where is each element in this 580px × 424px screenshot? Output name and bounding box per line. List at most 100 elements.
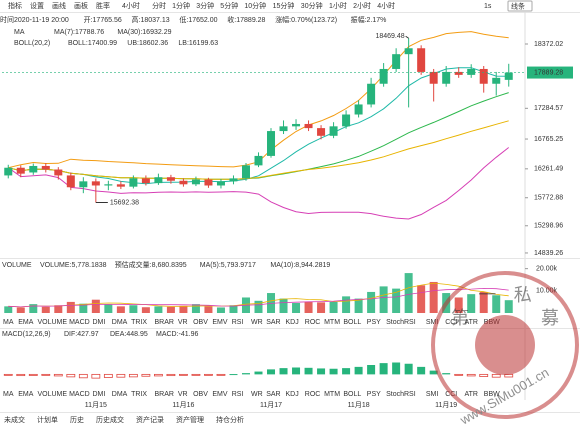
indicator-tab[interactable]: MA	[3, 319, 14, 326]
bottom-tab[interactable]: 未成交	[4, 415, 25, 424]
macd-bar	[216, 373, 226, 376]
toolbar-item[interactable]: 设置	[30, 1, 44, 10]
volume-bar	[279, 298, 288, 313]
toolbar-right[interactable]: 1s	[484, 3, 492, 10]
indicator-tab[interactable]: VOLUME	[38, 319, 68, 326]
ohlc-info: 时间2020-11-19 20:00	[0, 15, 69, 24]
indicator-tab[interactable]: MTM	[324, 319, 340, 326]
volume-bar	[479, 291, 488, 313]
ma30-line	[8, 120, 509, 180]
toolbar-item[interactable]: 画板	[74, 1, 88, 10]
indicator-tab[interactable]: KDJ	[286, 319, 299, 326]
high-arrow	[405, 35, 409, 39]
indicator-tab[interactable]: KDJ	[286, 391, 299, 398]
bottom-tab[interactable]: 历史	[70, 415, 84, 424]
indicator-tab[interactable]: EMV	[212, 391, 228, 398]
interval-dropdown[interactable]: 4小时	[122, 1, 140, 10]
bottom-tab[interactable]: 计划单	[37, 415, 58, 424]
toolbar-right[interactable]: 线条	[511, 1, 525, 10]
indicator-tab[interactable]: OBV	[193, 391, 208, 398]
indicator-tab[interactable]: SAR	[266, 391, 280, 398]
indicator-tab[interactable]: VR	[178, 319, 188, 326]
bottom-tab[interactable]: 资产管理	[176, 415, 204, 424]
candle-body	[16, 167, 25, 174]
volume-bar	[179, 305, 188, 313]
indicator-tab[interactable]: BOLL	[343, 319, 361, 326]
indicator-tab[interactable]: DMI	[93, 391, 106, 398]
indicator-tab[interactable]: EMA	[18, 391, 34, 398]
indicator-tab[interactable]: TRIX	[131, 391, 147, 398]
interval-tab[interactable]: 15分钟	[273, 1, 295, 10]
interval-tab[interactable]: 5分钟	[220, 1, 238, 10]
interval-tab[interactable]: 3分钟	[196, 1, 214, 10]
indicator-tab[interactable]: MA	[3, 391, 14, 398]
indicator-tab[interactable]: ROC	[305, 391, 321, 398]
interval-tab[interactable]: 4小时	[377, 1, 395, 10]
indicator-tab[interactable]: MACD	[69, 391, 90, 398]
toolbar-item[interactable]: 胜率	[96, 1, 110, 10]
ma7-line	[8, 67, 509, 185]
interval-tab[interactable]: 1小时	[329, 1, 347, 10]
volume-legend: MA(5):5,793.9717	[200, 262, 256, 269]
indicator-tab[interactable]: BRAR	[155, 391, 174, 398]
indicator-tab[interactable]: RSI	[232, 391, 244, 398]
macd-bar	[404, 363, 413, 375]
indicator-tab[interactable]: SAR	[266, 319, 280, 326]
candle-body	[254, 155, 263, 166]
indicator-tab[interactable]: EMA	[18, 319, 34, 326]
indicator-tab[interactable]: StochRSI	[386, 391, 416, 398]
macd-bar	[53, 373, 63, 377]
indicator-tab[interactable]: RSI	[232, 319, 244, 326]
bottom-tab[interactable]: 持仓分析	[216, 415, 244, 424]
macd-bar	[329, 368, 338, 375]
bottom-tab[interactable]: 资产记录	[136, 415, 164, 424]
candle-body	[404, 48, 413, 55]
volume-bar	[204, 306, 213, 313]
indicator-tab[interactable]: BRAR	[155, 319, 174, 326]
indicator-tab[interactable]: ROC	[305, 319, 321, 326]
macd-legend: DEA:448.95	[110, 331, 148, 338]
interval-tab[interactable]: 10分钟	[244, 1, 266, 10]
y-tick-label: 14839.26	[534, 250, 563, 257]
candle-body	[166, 177, 175, 181]
indicator-tab[interactable]: WR	[251, 319, 263, 326]
interval-tab[interactable]: 1分钟	[172, 1, 190, 10]
indicator-tab[interactable]: VR	[178, 391, 188, 398]
y-tick-label: 18372.02	[534, 41, 563, 48]
toolbar-item[interactable]: 画线	[52, 1, 66, 10]
candle-body	[66, 175, 75, 188]
indicator-tab[interactable]: SMI	[426, 391, 439, 398]
volume-bar	[329, 301, 338, 313]
indicator-tab[interactable]: MTM	[324, 391, 340, 398]
indicator-tab[interactable]: PSY	[367, 319, 381, 326]
volume-legend: 预估成交量:8,680.8395	[115, 260, 187, 269]
indicator-tab[interactable]: DMA	[112, 391, 128, 398]
indicator-tab[interactable]: StochRSI	[386, 319, 416, 326]
candle-body	[204, 179, 213, 186]
indicator-tab[interactable]: CCI	[445, 319, 457, 326]
indicator-tab[interactable]: BOLL	[343, 391, 361, 398]
indicator-tab[interactable]: EMV	[212, 319, 228, 326]
indicator-tab[interactable]: DMI	[93, 319, 106, 326]
interval-tab[interactable]: 2小时	[353, 1, 371, 10]
indicator-tab[interactable]: WR	[251, 391, 263, 398]
indicator-tab[interactable]: ATR	[465, 319, 478, 326]
bottom-tab[interactable]: 历史成交	[96, 415, 124, 424]
line-button	[507, 0, 533, 12]
indicator-tab[interactable]: TRIX	[131, 319, 147, 326]
toolbar-item[interactable]: 指标	[8, 1, 22, 10]
indicator-tab[interactable]: OBV	[193, 319, 208, 326]
interval-tab[interactable]: 分时	[152, 1, 166, 10]
indicator-tab[interactable]: BBW	[484, 391, 500, 398]
interval-tab[interactable]: 30分钟	[301, 1, 323, 10]
indicator-tab[interactable]: PSY	[367, 391, 381, 398]
indicator-tab[interactable]: MACD	[69, 319, 90, 326]
volume-bar	[54, 305, 63, 313]
legend-title: MA	[14, 29, 25, 36]
indicator-tab[interactable]: SMI	[426, 319, 439, 326]
indicator-tab[interactable]: ATR	[465, 391, 478, 398]
watermark-char: 一	[478, 285, 496, 305]
indicator-tab[interactable]: DMA	[112, 319, 128, 326]
indicator-tab[interactable]: VOLUME	[38, 391, 68, 398]
